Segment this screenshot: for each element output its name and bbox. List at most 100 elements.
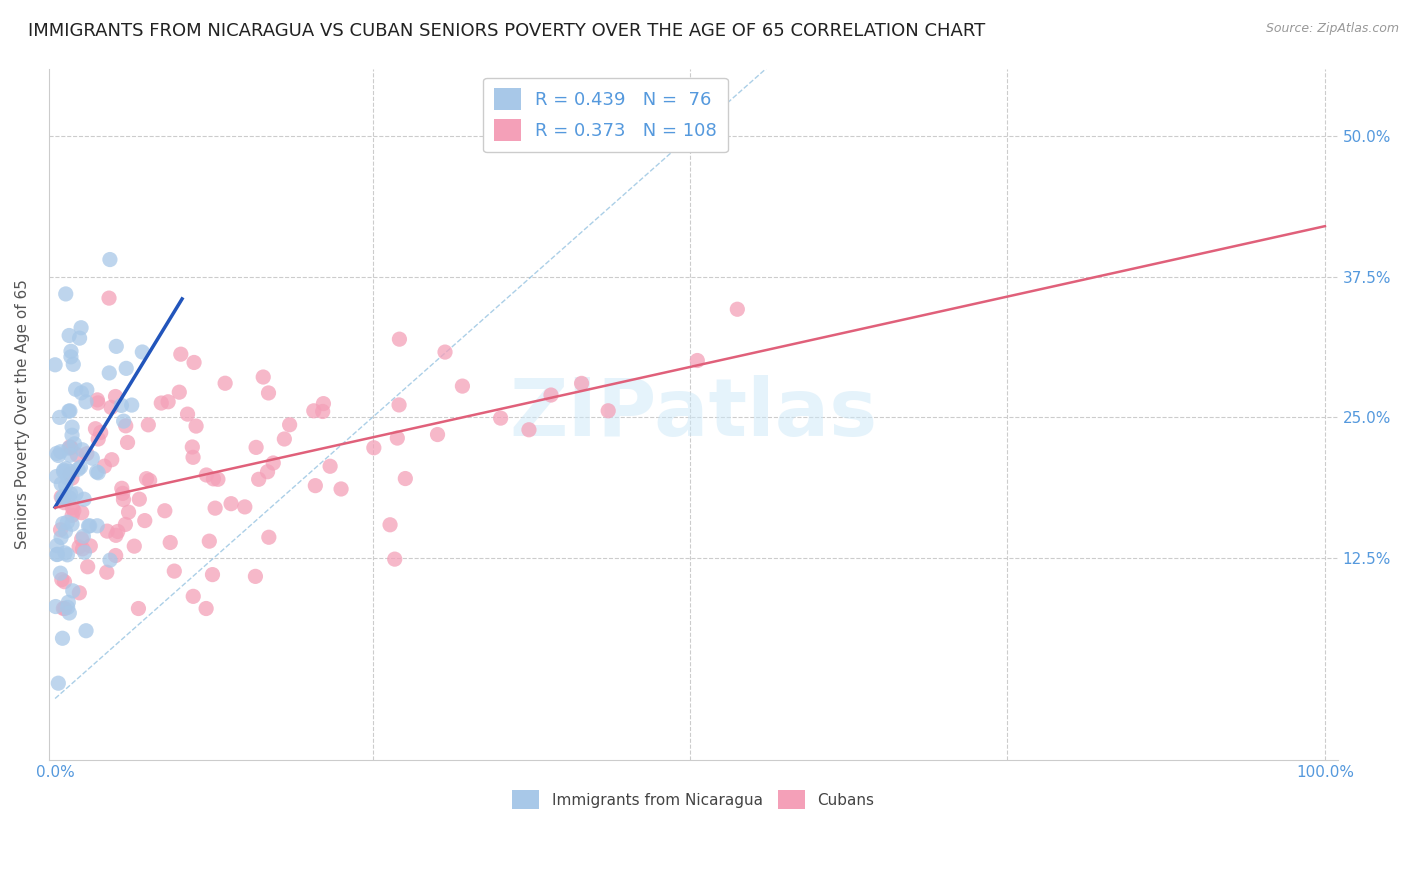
Point — [59, 467, 82, 481]
Point — [207, 472, 229, 486]
Point — [278, 417, 301, 432]
Point — [45, 446, 67, 460]
Point — [52, 463, 75, 477]
Point — [176, 407, 198, 421]
Point — [98, 252, 121, 267]
Point — [96, 566, 118, 580]
Point — [70, 385, 93, 400]
Point — [77, 519, 100, 533]
Point — [59, 486, 82, 500]
Point — [170, 347, 193, 361]
Point — [159, 535, 181, 549]
Point — [49, 523, 72, 537]
Text: Source: ZipAtlas.com: Source: ZipAtlas.com — [1265, 22, 1399, 36]
Point — [198, 534, 221, 549]
Point — [725, 302, 748, 317]
Point — [58, 491, 80, 505]
Point — [302, 404, 325, 418]
Point — [73, 492, 96, 507]
Text: IMMIGRANTS FROM NICARAGUA VS CUBAN SENIORS POVERTY OVER THE AGE OF 65 CORRELATIO: IMMIGRANTS FROM NICARAGUA VS CUBAN SENIO… — [28, 22, 986, 40]
Point — [87, 396, 110, 410]
Point — [86, 465, 108, 479]
Point — [66, 448, 89, 462]
Point — [489, 411, 512, 425]
Point — [56, 515, 79, 529]
Point — [111, 486, 134, 500]
Point — [86, 518, 108, 533]
Point — [76, 383, 98, 397]
Point — [63, 503, 86, 517]
Point — [434, 345, 457, 359]
Point — [304, 478, 326, 492]
Point — [73, 545, 96, 559]
Point — [451, 379, 474, 393]
Point — [121, 398, 143, 412]
Point — [60, 500, 83, 515]
Point — [138, 474, 160, 488]
Point — [90, 425, 112, 440]
Point — [111, 481, 134, 495]
Point — [153, 504, 176, 518]
Point — [79, 518, 101, 533]
Point — [117, 435, 139, 450]
Point — [60, 428, 83, 442]
Point — [540, 388, 562, 402]
Point — [319, 459, 342, 474]
Point — [330, 482, 353, 496]
Point — [70, 320, 93, 334]
Point — [53, 496, 76, 510]
Point — [571, 376, 593, 391]
Point — [75, 624, 97, 638]
Point — [169, 385, 191, 400]
Point — [58, 606, 80, 620]
Point — [52, 516, 75, 531]
Point — [214, 376, 236, 391]
Point — [312, 396, 335, 410]
Point — [184, 419, 207, 434]
Point — [104, 549, 127, 563]
Point — [60, 441, 83, 455]
Point — [75, 394, 97, 409]
Point — [69, 331, 91, 345]
Point — [127, 601, 149, 615]
Point — [69, 460, 91, 475]
Point — [104, 390, 127, 404]
Point — [44, 358, 66, 372]
Point — [131, 345, 153, 359]
Point — [67, 540, 90, 554]
Point — [598, 404, 620, 418]
Point — [58, 404, 80, 418]
Point — [67, 586, 90, 600]
Point — [247, 472, 270, 486]
Point — [114, 418, 136, 433]
Point — [181, 590, 204, 604]
Point — [63, 437, 86, 451]
Point — [104, 528, 127, 542]
Point — [56, 600, 79, 615]
Point — [86, 392, 108, 407]
Point — [233, 500, 256, 514]
Point — [134, 514, 156, 528]
Point — [388, 332, 411, 346]
Point — [49, 566, 72, 581]
Point — [72, 541, 94, 556]
Point — [157, 394, 180, 409]
Point — [181, 440, 204, 454]
Point — [62, 583, 84, 598]
Point — [388, 398, 411, 412]
Point — [53, 546, 76, 560]
Point — [72, 442, 94, 457]
Point — [70, 506, 93, 520]
Point — [51, 477, 73, 491]
Point — [98, 553, 121, 567]
Point — [262, 456, 284, 470]
Point — [136, 417, 159, 432]
Point — [70, 532, 93, 546]
Y-axis label: Seniors Poverty Over the Age of 65: Seniors Poverty Over the Age of 65 — [15, 279, 30, 549]
Point — [686, 353, 709, 368]
Point — [51, 632, 73, 646]
Point — [128, 492, 150, 507]
Point — [60, 517, 83, 532]
Point — [76, 559, 98, 574]
Point — [48, 449, 70, 463]
